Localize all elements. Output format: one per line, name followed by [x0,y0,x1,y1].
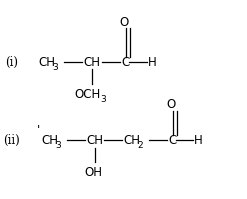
Text: O: O [119,16,128,28]
Text: CH: CH [83,56,100,68]
Text: 3: 3 [52,62,58,71]
Text: 2: 2 [137,140,143,149]
Text: CH: CH [123,134,140,146]
Text: 3: 3 [55,140,61,149]
Text: C: C [121,56,129,68]
Text: OCH: OCH [74,88,100,100]
Text: C: C [168,134,176,146]
Text: H: H [194,134,203,146]
Text: (i): (i) [5,56,18,68]
Text: ': ' [37,124,40,137]
Text: 3: 3 [100,95,106,103]
Text: OH: OH [84,166,102,179]
Text: H: H [148,56,157,68]
Text: CH: CH [86,134,103,146]
Text: (ii): (ii) [3,134,20,146]
Text: O: O [166,99,175,111]
Text: CH: CH [38,56,55,68]
Text: CH: CH [41,134,58,146]
